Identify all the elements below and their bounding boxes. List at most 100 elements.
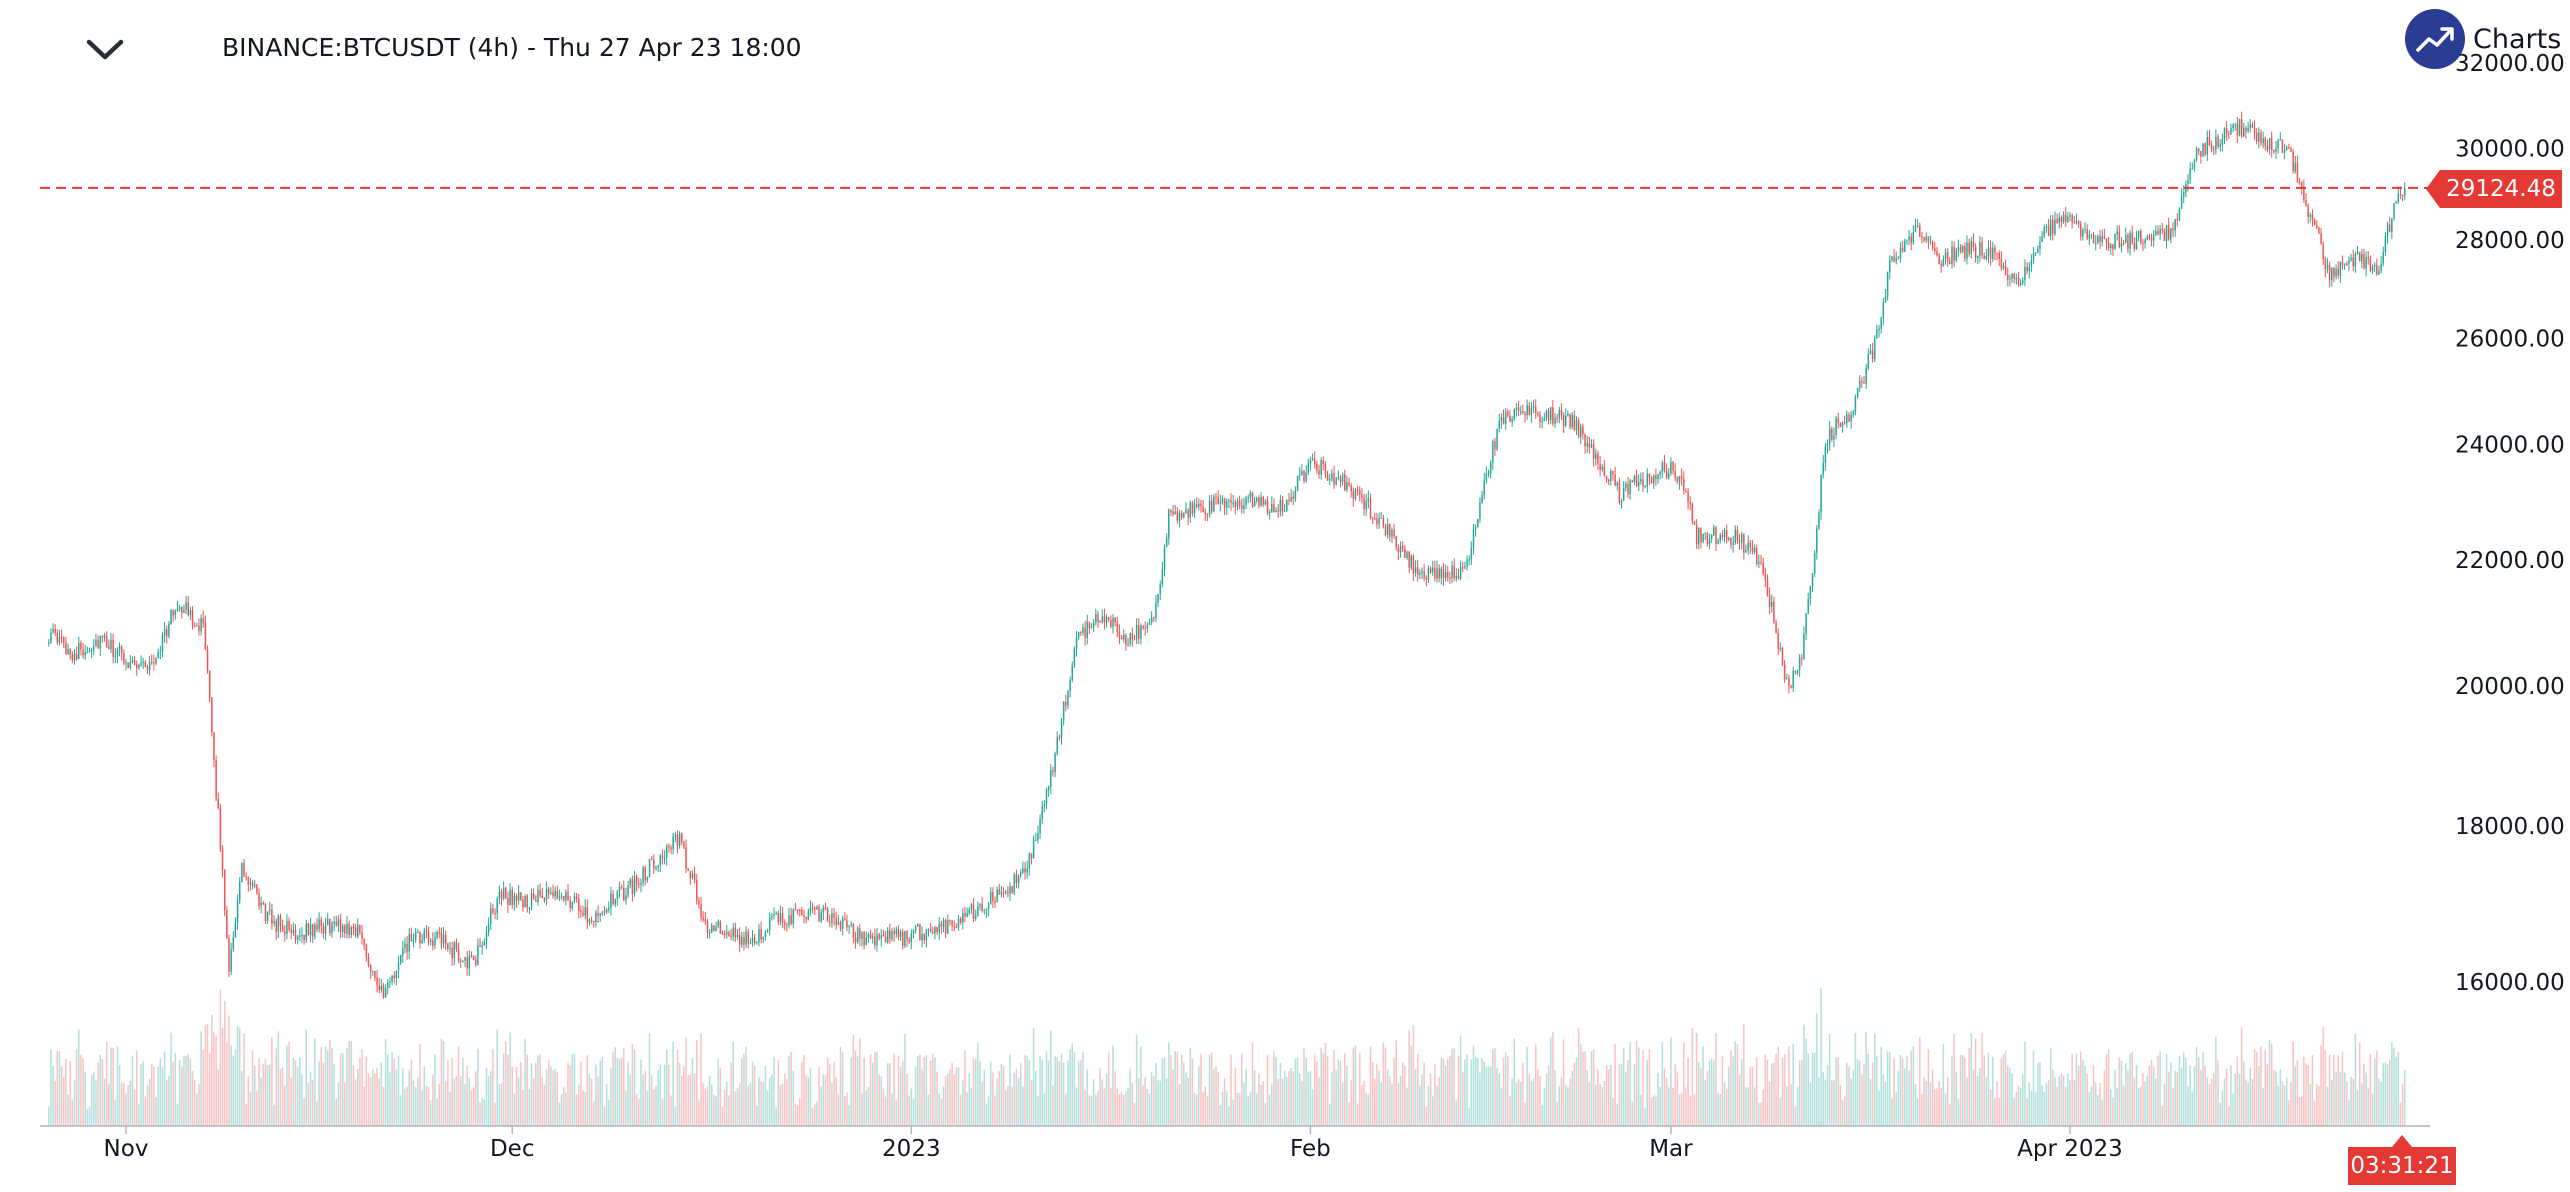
candle xyxy=(1298,467,1301,481)
candle xyxy=(2114,233,2116,250)
volume-bar xyxy=(756,1105,758,1126)
candle xyxy=(962,908,964,930)
candle xyxy=(1399,541,1402,558)
candle xyxy=(1633,474,1636,486)
candle xyxy=(833,907,835,926)
volume-bar xyxy=(2208,1084,2211,1126)
volume-bar xyxy=(1311,1089,1314,1126)
candle xyxy=(468,950,471,976)
candle xyxy=(1569,413,1571,430)
candle xyxy=(464,956,466,968)
volume-bar xyxy=(528,1088,531,1126)
volume-bar xyxy=(2148,1065,2151,1126)
candle xyxy=(1893,248,1895,263)
volume-bar xyxy=(417,1077,419,1126)
candle xyxy=(2073,215,2076,224)
volume-bar xyxy=(2043,1091,2046,1126)
volume-bar xyxy=(859,1038,861,1126)
candle xyxy=(876,927,878,952)
volume-bar xyxy=(376,1067,378,1126)
candle xyxy=(687,867,689,871)
volume-bar xyxy=(474,1071,477,1126)
candle xyxy=(2176,213,2179,227)
volume-bar xyxy=(517,1076,520,1126)
volume-bar xyxy=(580,1061,582,1126)
candle xyxy=(2273,149,2275,154)
volume-bar xyxy=(2152,1066,2155,1126)
volume-bar xyxy=(719,1067,722,1126)
candle xyxy=(202,610,204,628)
volume-bar xyxy=(2030,1090,2033,1126)
volume-bar xyxy=(721,1106,724,1126)
candle xyxy=(1683,471,1685,495)
candle xyxy=(616,889,619,906)
candle xyxy=(657,864,659,873)
volume-bar xyxy=(2262,1088,2264,1126)
volume-bar xyxy=(2232,1093,2234,1126)
volume-bar xyxy=(878,1074,880,1126)
candle xyxy=(2107,236,2110,252)
volume-bar xyxy=(1178,1084,1181,1126)
candle xyxy=(88,647,91,653)
y-tick-label: 16000.00 xyxy=(2455,970,2565,996)
candle xyxy=(367,953,370,968)
candle xyxy=(1680,468,1683,486)
volume-bar xyxy=(1249,1092,1252,1126)
candle xyxy=(1719,532,1722,544)
candle xyxy=(1850,410,1852,429)
candle xyxy=(1745,544,1747,553)
candle xyxy=(573,892,576,904)
x-tick-label: Feb xyxy=(1290,1136,1331,1162)
candle xyxy=(2401,194,2404,202)
candle xyxy=(925,928,928,948)
candle xyxy=(1886,271,1889,301)
candle xyxy=(1148,618,1151,625)
volume-bar xyxy=(1050,1030,1052,1126)
volume-bar xyxy=(204,1025,207,1126)
volume-bar xyxy=(1725,1088,1728,1126)
volume-bar xyxy=(1487,1066,1490,1126)
candle xyxy=(2326,258,2329,273)
volume-bar xyxy=(2376,1050,2378,1126)
candle xyxy=(648,858,651,878)
volume-bar xyxy=(2071,1053,2073,1126)
candle xyxy=(324,917,327,941)
candle xyxy=(234,917,237,938)
volume-bar xyxy=(391,1052,393,1126)
candle xyxy=(163,622,166,643)
volume-bar xyxy=(1691,1027,1694,1126)
candle xyxy=(54,624,56,637)
volume-bar xyxy=(1335,1070,1337,1126)
candle xyxy=(2165,224,2168,249)
volume-bar xyxy=(588,1073,591,1126)
candle xyxy=(2253,120,2256,140)
volume-bar xyxy=(1914,1083,1917,1126)
candle xyxy=(1773,596,1775,625)
volume-bar xyxy=(1438,1076,1440,1126)
volume-bar xyxy=(2197,1056,2200,1126)
candle xyxy=(2296,155,2299,183)
candle xyxy=(1942,255,1945,267)
candle xyxy=(1738,533,1741,550)
x-tick-label: Dec xyxy=(490,1136,535,1162)
volume-bar xyxy=(1661,1041,1664,1126)
candle xyxy=(2131,225,2133,245)
volume-bar xyxy=(189,1058,192,1126)
candle xyxy=(734,922,737,943)
candle xyxy=(2285,145,2288,151)
volume-bar xyxy=(372,1068,374,1126)
candle xyxy=(816,905,818,910)
volume-bar xyxy=(170,1032,172,1126)
candle xyxy=(1959,244,1962,254)
candle xyxy=(2094,235,2097,251)
candle xyxy=(1595,448,1597,466)
volume-bar xyxy=(1122,1094,1125,1126)
volume-bar xyxy=(215,1035,217,1126)
brand-link[interactable]: Charts p xyxy=(2405,6,2570,72)
candle xyxy=(2305,193,2307,207)
candle xyxy=(219,803,222,852)
collapse-button[interactable] xyxy=(80,25,130,75)
candle xyxy=(2144,238,2146,249)
volume-bar xyxy=(380,1062,383,1126)
